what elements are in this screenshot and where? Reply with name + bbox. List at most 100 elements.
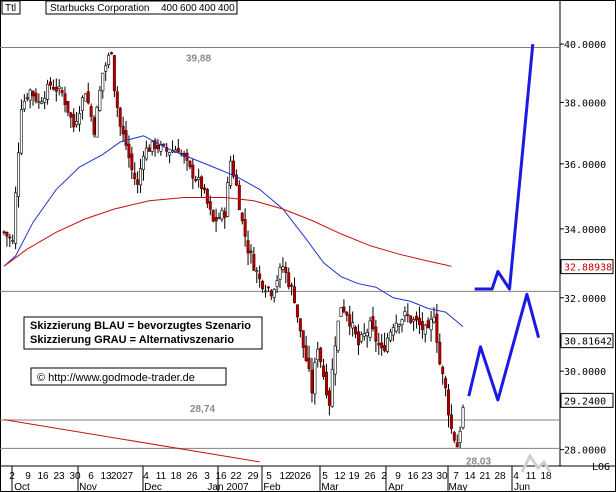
- candle-body: [75, 121, 79, 126]
- x-day-label: 12: [334, 471, 346, 482]
- candle-body: [351, 322, 355, 329]
- chart-header: Ttl Starbucks Corporation 400 600 400 40…: [1, 0, 238, 15]
- candle-body: [246, 240, 250, 254]
- x-month-label: Apr: [388, 482, 404, 492]
- x-day-label: 2026: [289, 471, 312, 482]
- candle-body: [57, 86, 61, 90]
- candle-body: [452, 432, 456, 441]
- candle-body: [385, 337, 389, 352]
- x-day-label: 2: [381, 471, 387, 482]
- y-axis: 28.0000 30.0000 32.0000 34.0000 36.0000 38.00…: [560, 40, 606, 457]
- candle-body: [333, 345, 337, 375]
- candle-body: [156, 145, 160, 150]
- candle-body: [342, 306, 346, 313]
- candle-body: [263, 290, 267, 293]
- candle-body: [426, 320, 430, 329]
- candle-body: [168, 152, 172, 156]
- candle-body: [237, 185, 241, 211]
- x-day-label: 4: [513, 471, 519, 482]
- x-day-label: 16: [407, 471, 419, 482]
- candle-body: [127, 143, 131, 158]
- candle-body: [22, 100, 26, 110]
- candle-body: [324, 371, 328, 396]
- x-day-label: 18: [170, 471, 182, 482]
- candle-body: [208, 201, 212, 210]
- candle-body: [316, 348, 320, 361]
- scenario-legend: Skizzierung BLAU = bevorzugtes Szenario …: [23, 316, 263, 350]
- candle-body: [188, 160, 192, 168]
- candle-body: [252, 253, 256, 271]
- trendline: [3, 419, 260, 463]
- x-day-label: 12: [279, 471, 291, 482]
- candle-body: [153, 140, 157, 149]
- candle-body: [118, 107, 122, 127]
- period-1: 400: [161, 3, 178, 14]
- x-day-label: 11: [156, 471, 167, 482]
- x-day-label: 16: [37, 471, 49, 482]
- candle-body: [130, 153, 134, 171]
- candle-body: [217, 217, 221, 220]
- candle-body: [293, 286, 297, 304]
- candle-body: [243, 219, 247, 237]
- candle-body: [144, 147, 148, 160]
- candle-body: [66, 100, 70, 113]
- candle-body: [275, 280, 279, 287]
- candle-body: [356, 331, 360, 346]
- watermark-box: [30, 367, 227, 386]
- sma_short-line: [3, 135, 464, 327]
- candle-body: [5, 231, 9, 237]
- y-tick-label: 28.0000: [564, 446, 606, 457]
- x-day-label: 9: [395, 471, 401, 482]
- red-trendline: [3, 419, 260, 463]
- candle-body: [435, 313, 439, 343]
- candle-body: [394, 322, 398, 332]
- candle-body: [240, 212, 244, 222]
- candle-body: [234, 174, 238, 186]
- y-tick-label: 34.0000: [564, 225, 606, 236]
- price-marker-box: [560, 333, 614, 349]
- price-marker-label: 30.81642: [564, 337, 612, 348]
- x-day-label: 23: [421, 471, 433, 482]
- candle-body: [461, 407, 465, 428]
- candle-body: [194, 179, 198, 181]
- candle-body: [220, 209, 224, 220]
- candle-body: [89, 106, 93, 117]
- candle-body: [112, 55, 116, 92]
- candle-body: [109, 52, 113, 55]
- symbol-label: Ttl: [5, 3, 16, 14]
- candle-body: [368, 320, 372, 338]
- price-marker-label: 29.2400: [564, 396, 606, 407]
- candle-body: [11, 240, 15, 242]
- candle-body: [345, 311, 349, 316]
- x-day-label: 13: [100, 471, 112, 482]
- x-day-label: 21: [479, 471, 491, 482]
- candle-body: [447, 389, 451, 416]
- x-day-label: 5: [266, 471, 272, 482]
- candle-body: [374, 326, 378, 342]
- legend-box: [23, 316, 263, 350]
- candle-body: [255, 270, 259, 273]
- logo-mark: [520, 453, 552, 473]
- candle-body: [34, 92, 38, 102]
- candle-body: [406, 314, 410, 317]
- candle-body: [46, 84, 50, 100]
- period-2: 600: [180, 3, 197, 14]
- candle-body: [272, 289, 276, 298]
- candle-body: [8, 236, 12, 239]
- candle-body: [80, 97, 84, 111]
- candle-body: [278, 267, 282, 280]
- level-label: 28,74: [190, 404, 215, 415]
- candle-body: [441, 366, 445, 375]
- candle-body: [327, 390, 331, 406]
- candle-body: [423, 324, 427, 335]
- x-day-label: 28: [494, 471, 506, 482]
- candle-body: [397, 324, 401, 327]
- candle-body: [400, 319, 404, 325]
- candle-body: [290, 284, 294, 287]
- candle-body: [101, 72, 105, 92]
- blue-scenario-lines: [467, 43, 541, 402]
- x-axis: 2916233061320274111826316222951220265121…: [9, 466, 552, 492]
- x-day-label: 29: [247, 471, 259, 482]
- legend-line-grey: Skizzierung GRAU = Alternativszenario: [30, 334, 234, 346]
